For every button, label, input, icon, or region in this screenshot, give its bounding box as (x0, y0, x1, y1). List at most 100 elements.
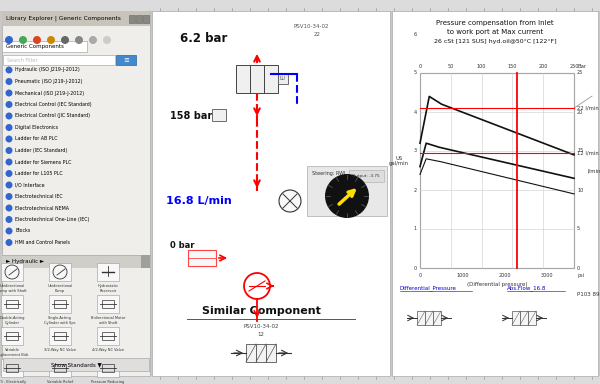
Bar (2, 41, 87, 52)
Text: Output: -3.75: Output: -3.75 (352, 174, 380, 178)
Circle shape (5, 89, 13, 96)
Text: Abs.Flow_16.8: Abs.Flow_16.8 (507, 285, 547, 291)
Text: Library Explorer | Generic Components: Library Explorer | Generic Components (6, 16, 121, 21)
Bar (102, 364, 114, 372)
Text: Show Standards ▼: Show Standards ▼ (50, 362, 101, 367)
Bar (307, 166, 387, 216)
Text: P103 894: P103 894 (577, 292, 600, 297)
Bar (433, 311, 441, 325)
Text: Double-Acting
Cylinder: Double-Acting Cylinder (0, 316, 25, 324)
Text: 3000: 3000 (541, 273, 554, 278)
Bar (278, 74, 288, 84)
Text: Pneumatic (ISO J219-J-2012): Pneumatic (ISO J219-J-2012) (15, 79, 83, 84)
Text: 50: 50 (448, 64, 454, 69)
Text: to work port at Max current: to work port at Max current (447, 29, 543, 35)
Bar (6, 364, 18, 372)
Text: l/min: l/min (587, 169, 600, 174)
Bar (236, 65, 250, 93)
Bar (54, 300, 66, 308)
Text: Unidirectional
Pump with Shaft: Unidirectional Pump with Shaft (0, 284, 27, 293)
Bar (425, 311, 433, 325)
Text: US
gal/min: US gal/min (389, 156, 409, 166)
Text: Pressure compensation from Inlet: Pressure compensation from Inlet (436, 20, 554, 26)
Text: Hydrostatic
Reservoir: Hydrostatic Reservoir (97, 284, 119, 293)
Text: 1000: 1000 (456, 273, 469, 278)
Bar (49, 295, 71, 313)
Text: 20: 20 (577, 109, 583, 114)
Bar (349, 170, 384, 182)
Circle shape (5, 216, 13, 223)
Text: 26 cSt [121 SUS] hyd.oil@50°C [122°F]: 26 cSt [121 SUS] hyd.oil@50°C [122°F] (434, 38, 556, 43)
Text: 0: 0 (414, 265, 417, 270)
Text: 10: 10 (577, 187, 583, 192)
Bar (54, 364, 66, 372)
Circle shape (5, 170, 13, 177)
Bar (1, 327, 23, 345)
Bar (256, 344, 266, 362)
Bar (49, 359, 71, 377)
Text: 6.2 bar: 6.2 bar (180, 33, 227, 45)
Text: 200: 200 (539, 64, 548, 69)
Bar (417, 311, 425, 325)
Text: Hydraulic (ISO J219-J-2012): Hydraulic (ISO J219-J-2012) (15, 68, 80, 73)
Text: 16.8 L/min: 16.8 L/min (166, 196, 232, 206)
Bar (3, 358, 149, 371)
Bar (420, 73, 574, 268)
Text: PSV10-34-02: PSV10-34-02 (294, 25, 329, 30)
Text: Variable Relief
Valve: Variable Relief Valve (47, 380, 73, 384)
Circle shape (5, 193, 13, 200)
Circle shape (5, 205, 13, 212)
Text: Variable
Displacement Bidi.: Variable Displacement Bidi. (0, 348, 29, 357)
Text: 3/2-Way NC Valve: 3/2-Way NC Valve (44, 348, 76, 352)
Text: 5: 5 (414, 71, 417, 76)
Text: 2000: 2000 (499, 273, 511, 278)
Text: (Differential pressure): (Differential pressure) (467, 282, 527, 287)
Circle shape (5, 227, 13, 235)
Bar (264, 65, 278, 93)
Text: Steering: RWI: Steering: RWI (312, 172, 346, 177)
Text: Digital Electronics: Digital Electronics (15, 125, 58, 130)
Bar (2, 11, 150, 376)
Circle shape (75, 36, 83, 44)
Text: 1: 1 (414, 227, 417, 232)
Circle shape (5, 124, 13, 131)
Text: 22: 22 (314, 33, 321, 38)
Bar (1, 359, 23, 377)
Text: 158 bar: 158 bar (170, 111, 212, 121)
Text: Similar Component: Similar Component (202, 306, 320, 316)
Text: 22 l/min: 22 l/min (577, 106, 599, 111)
Text: Ladder for Siemens PLC: Ladder for Siemens PLC (15, 159, 71, 164)
Circle shape (279, 190, 301, 212)
Bar (246, 344, 256, 362)
Text: 4: 4 (414, 109, 417, 114)
Bar (97, 295, 119, 313)
Text: 6: 6 (414, 31, 417, 36)
Circle shape (5, 147, 13, 154)
Text: HMI and Control Panels: HMI and Control Panels (15, 240, 70, 245)
Circle shape (5, 239, 13, 246)
Circle shape (47, 36, 55, 44)
Bar (266, 344, 276, 362)
Circle shape (5, 66, 13, 73)
Bar (102, 300, 114, 308)
Text: Electrical Control (JIC Standard): Electrical Control (JIC Standard) (15, 114, 90, 119)
Bar (136, 15, 142, 23)
Bar (102, 332, 114, 340)
Circle shape (5, 159, 13, 166)
Text: 15: 15 (577, 149, 583, 154)
Bar (6, 300, 18, 308)
Bar (49, 263, 71, 281)
Circle shape (61, 36, 69, 44)
Circle shape (5, 182, 13, 189)
Text: 5: 5 (577, 227, 580, 232)
Text: Unidirectional
Pump: Unidirectional Pump (47, 284, 73, 293)
Bar (0, 0, 600, 11)
Text: LU: LU (280, 76, 286, 81)
Text: 12 l/min: 12 l/min (577, 150, 599, 155)
Bar (188, 250, 216, 266)
Text: Ladder (IEC Standard): Ladder (IEC Standard) (15, 148, 67, 153)
Text: Bar: Bar (577, 64, 586, 69)
Bar (152, 11, 390, 376)
Bar (97, 327, 119, 345)
Text: Ladder for AB PLC: Ladder for AB PLC (15, 136, 58, 141)
